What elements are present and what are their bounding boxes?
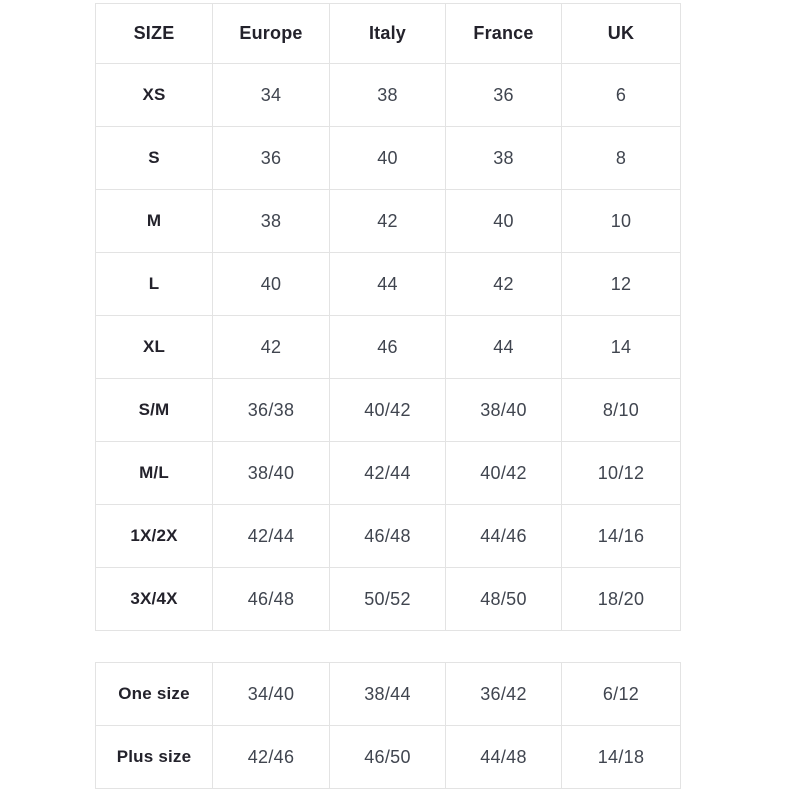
column-header-france: France <box>445 3 562 64</box>
size-value-cell: 8/10 <box>561 378 681 442</box>
size-value-cell: 42 <box>212 315 330 379</box>
size-value-cell: 36/38 <box>212 378 330 442</box>
size-value-cell: 34/40 <box>212 662 330 726</box>
row-label: S <box>95 126 213 190</box>
size-value-cell: 36/42 <box>445 662 562 726</box>
row-label: L <box>95 252 213 316</box>
table-row: M 38 42 40 10 <box>95 189 681 253</box>
size-value-cell: 40/42 <box>329 378 446 442</box>
size-value-cell: 6/12 <box>561 662 681 726</box>
size-value-cell: 42/44 <box>329 441 446 505</box>
column-header-europe: Europe <box>212 3 330 64</box>
size-value-cell: 42 <box>445 252 562 316</box>
tables-spacer <box>95 631 680 662</box>
size-value-cell: 48/50 <box>445 567 562 631</box>
size-value-cell: 34 <box>212 63 330 127</box>
size-value-cell: 44 <box>329 252 446 316</box>
size-value-cell: 42/46 <box>212 725 330 789</box>
column-header-uk: UK <box>561 3 681 64</box>
size-value-cell: 44/48 <box>445 725 562 789</box>
row-label: Plus size <box>95 725 213 789</box>
table-row: M/L 38/40 42/44 40/42 10/12 <box>95 441 681 505</box>
size-value-cell: 40 <box>212 252 330 316</box>
special-sizes-table: One size 34/40 38/44 36/42 6/12 Plus siz… <box>95 662 681 789</box>
row-label: One size <box>95 662 213 726</box>
size-value-cell: 14/18 <box>561 725 681 789</box>
size-value-cell: 38/40 <box>212 441 330 505</box>
table-header-row: SIZE Europe Italy France UK <box>95 3 681 64</box>
row-label: XS <box>95 63 213 127</box>
table-row: XL 42 46 44 14 <box>95 315 681 379</box>
size-value-cell: 8 <box>561 126 681 190</box>
size-value-cell: 42/44 <box>212 504 330 568</box>
size-value-cell: 44 <box>445 315 562 379</box>
size-value-cell: 46/48 <box>212 567 330 631</box>
size-value-cell: 40/42 <box>445 441 562 505</box>
size-value-cell: 50/52 <box>329 567 446 631</box>
size-value-cell: 40 <box>329 126 446 190</box>
table-row: 3X/4X 46/48 50/52 48/50 18/20 <box>95 567 681 631</box>
size-value-cell: 14 <box>561 315 681 379</box>
size-value-cell: 46 <box>329 315 446 379</box>
size-value-cell: 46/48 <box>329 504 446 568</box>
row-label: XL <box>95 315 213 379</box>
size-value-cell: 40 <box>445 189 562 253</box>
size-value-cell: 36 <box>445 63 562 127</box>
column-header-italy: Italy <box>329 3 446 64</box>
size-value-cell: 12 <box>561 252 681 316</box>
size-value-cell: 38 <box>212 189 330 253</box>
size-value-cell: 38 <box>445 126 562 190</box>
size-value-cell: 10/12 <box>561 441 681 505</box>
table-row: One size 34/40 38/44 36/42 6/12 <box>95 662 681 726</box>
table-row: S 36 40 38 8 <box>95 126 681 190</box>
column-header-size: SIZE <box>95 3 213 64</box>
row-label: M/L <box>95 441 213 505</box>
table-row: S/M 36/38 40/42 38/40 8/10 <box>95 378 681 442</box>
size-value-cell: 10 <box>561 189 681 253</box>
size-value-cell: 18/20 <box>561 567 681 631</box>
size-value-cell: 42 <box>329 189 446 253</box>
size-value-cell: 44/46 <box>445 504 562 568</box>
size-value-cell: 38/40 <box>445 378 562 442</box>
row-label: 1X/2X <box>95 504 213 568</box>
size-value-cell: 6 <box>561 63 681 127</box>
row-label: M <box>95 189 213 253</box>
size-value-cell: 38 <box>329 63 446 127</box>
table-row: L 40 44 42 12 <box>95 252 681 316</box>
size-value-cell: 14/16 <box>561 504 681 568</box>
table-row: Plus size 42/46 46/50 44/48 14/18 <box>95 725 681 789</box>
table-row: XS 34 38 36 6 <box>95 63 681 127</box>
size-value-cell: 36 <box>212 126 330 190</box>
size-value-cell: 46/50 <box>329 725 446 789</box>
size-value-cell: 38/44 <box>329 662 446 726</box>
row-label: 3X/4X <box>95 567 213 631</box>
row-label: S/M <box>95 378 213 442</box>
tables-container: SIZE Europe Italy France UK XS 34 38 36 … <box>95 3 681 789</box>
table-row: 1X/2X 42/44 46/48 44/46 14/16 <box>95 504 681 568</box>
size-conversion-table: SIZE Europe Italy France UK XS 34 38 36 … <box>95 3 681 631</box>
